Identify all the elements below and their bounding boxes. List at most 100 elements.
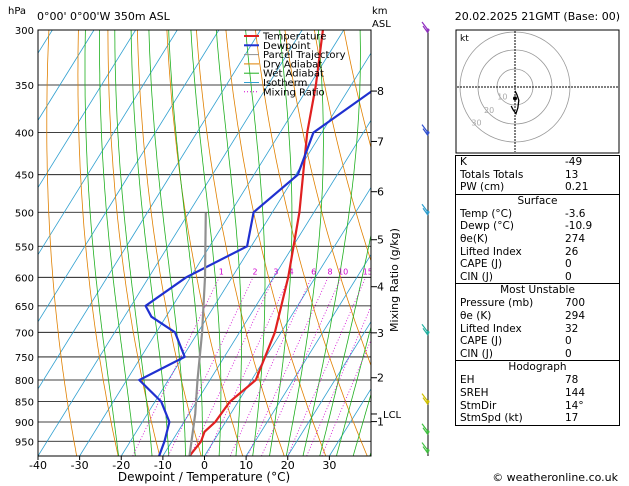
legend-label: Dewpoint bbox=[263, 41, 311, 52]
km-tick-label: 3 bbox=[377, 327, 384, 340]
wet-adiabat bbox=[114, 30, 153, 456]
hodograph-title: Hodograph bbox=[508, 361, 567, 374]
hodograph-index-value: 78 bbox=[565, 374, 579, 387]
hodograph-index-label: StmDir bbox=[460, 399, 497, 412]
mixing-ratio-label: 1 bbox=[219, 267, 224, 276]
hodograph-index-value: 144 bbox=[565, 386, 586, 399]
surface-value: -10.9 bbox=[565, 220, 593, 233]
surface-label: CAPE (J) bbox=[460, 258, 503, 271]
hodograph-ring-label: 30 bbox=[471, 119, 481, 128]
x-tick-label: -20 bbox=[112, 459, 130, 472]
km-tick-label: 6 bbox=[377, 186, 384, 199]
index-label: PW (cm) bbox=[460, 181, 505, 194]
most-unstable-label: CAPE (J) bbox=[460, 335, 503, 348]
surface-value: 0 bbox=[565, 270, 572, 283]
mixing-ratio-label: 4 bbox=[289, 267, 294, 276]
most-unstable-value: 294 bbox=[565, 309, 586, 322]
most-unstable-value: 0 bbox=[565, 335, 572, 348]
km-tick-label: 2 bbox=[377, 372, 384, 385]
mixing-ratio-label: 6 bbox=[311, 267, 316, 276]
surface-row: Temp (°C) -3.6 bbox=[456, 208, 619, 221]
isotherm-line bbox=[38, 30, 136, 189]
legend-label: Isotherm bbox=[263, 78, 307, 89]
dewpoint-line bbox=[137, 90, 371, 456]
index-row: K -49 bbox=[456, 156, 619, 169]
surface-value: 0 bbox=[565, 258, 572, 271]
dry-adiabat bbox=[107, 30, 161, 456]
wet-adiabat bbox=[319, 233, 371, 456]
surface-row: CIN (J) 0 bbox=[456, 271, 619, 284]
location-label: 0°00' 0°00'W 350m ASL bbox=[37, 10, 171, 23]
wet-adiabat bbox=[168, 30, 203, 456]
most-unstable-title: Most Unstable bbox=[500, 284, 575, 297]
mixing-ratio-line bbox=[229, 277, 312, 456]
temperature-line bbox=[188, 30, 324, 456]
hodograph-unit: kt bbox=[460, 34, 469, 44]
legend-label: Temperature bbox=[262, 32, 326, 43]
wind-dot bbox=[426, 28, 430, 32]
most-unstable-value: 32 bbox=[565, 322, 579, 335]
x-tick-label: -30 bbox=[71, 459, 89, 472]
mixing-ratio-line bbox=[189, 277, 275, 456]
dry-adiabat bbox=[46, 30, 78, 456]
wet-adiabat bbox=[190, 30, 222, 456]
dry-adiabat bbox=[137, 30, 202, 456]
wind-barb bbox=[421, 21, 429, 34]
most-unstable-value: 0 bbox=[565, 347, 572, 360]
y-tick-label: 550 bbox=[15, 242, 34, 253]
wind-barb bbox=[421, 442, 429, 454]
x-tick-label: -40 bbox=[29, 459, 47, 472]
isotherm-line bbox=[0, 30, 11, 456]
parcel-trajectory-line bbox=[188, 212, 207, 456]
most-unstable-row: θe (K) 294 bbox=[456, 310, 619, 323]
mixing-ratio-axis-title: Mixing Ratio (g/kg) bbox=[388, 228, 401, 332]
wet-adiabat bbox=[285, 30, 324, 456]
most-unstable-label: θe (K) bbox=[460, 309, 492, 322]
mixing-ratio-label: 10 bbox=[338, 267, 348, 276]
y-tick-label: 650 bbox=[15, 302, 34, 313]
surface-value: 274 bbox=[565, 232, 586, 245]
hodograph-index-row: SREH 144 bbox=[456, 387, 619, 400]
wind-barb bbox=[421, 423, 429, 436]
index-value: 0.21 bbox=[565, 181, 589, 194]
y-tick-label: 300 bbox=[15, 26, 34, 37]
isotherm-line bbox=[204, 186, 371, 456]
wind-dot bbox=[426, 400, 430, 404]
wet-adiabat bbox=[269, 30, 293, 456]
copyright: © weatheronline.co.uk bbox=[492, 471, 618, 484]
dry-adiabat bbox=[314, 30, 371, 263]
isotherm-line bbox=[245, 253, 371, 456]
mixing-ratio-label: 3 bbox=[273, 267, 278, 276]
x-tick-label: 10 bbox=[239, 459, 253, 472]
most-unstable-value: 700 bbox=[565, 297, 586, 310]
mixing-ratio-label: 8 bbox=[328, 267, 333, 276]
wet-adiabat bbox=[245, 30, 266, 456]
most-unstable-label: Pressure (mb) bbox=[460, 297, 534, 310]
wet-adiabat bbox=[148, 30, 186, 456]
hodograph-index-row: StmSpd (kt) 17 bbox=[456, 412, 619, 425]
y-tick-label: 850 bbox=[15, 398, 34, 409]
isotherm-line bbox=[287, 320, 371, 456]
wind-dot bbox=[426, 330, 430, 334]
y-tick-label: 950 bbox=[15, 437, 34, 448]
hodograph-trace bbox=[510, 90, 520, 115]
hodograph-index-row: EH 78 bbox=[456, 374, 619, 387]
axes: 3003504004505005506006507007508008509009… bbox=[15, 26, 402, 472]
km-tick-label: 4 bbox=[377, 281, 384, 294]
wind-profile bbox=[421, 21, 430, 456]
surface-row: Lifted Index 26 bbox=[456, 246, 619, 259]
km-tick-label: 1 bbox=[377, 416, 384, 429]
most-unstable-row: CIN (J) 0 bbox=[456, 348, 619, 361]
index-row: PW (cm) 0.21 bbox=[456, 181, 619, 194]
mixing-ratio-line bbox=[206, 277, 290, 456]
mixing-ratio-label: 2 bbox=[252, 267, 257, 276]
wind-barb bbox=[421, 203, 429, 216]
isotherm-line bbox=[38, 30, 261, 390]
most-unstable-label: CIN (J) bbox=[460, 347, 493, 360]
wind-barb bbox=[421, 323, 429, 336]
hodograph-index-row: StmDir 14° bbox=[456, 400, 619, 413]
km-tick-label: 8 bbox=[377, 85, 384, 98]
wind-dot bbox=[426, 430, 430, 434]
surface-label: Dewp (°C) bbox=[460, 220, 514, 233]
